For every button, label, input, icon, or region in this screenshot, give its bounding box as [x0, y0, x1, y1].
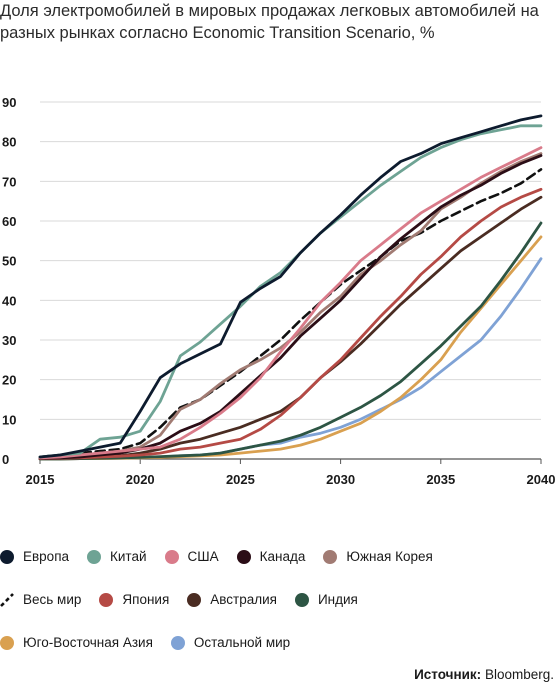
- series-line: [38, 154, 543, 460]
- legend-label: США: [187, 549, 219, 564]
- y-tick-label: 30: [2, 333, 16, 348]
- legend-item: Юго-Восточная Азия: [0, 635, 153, 650]
- legend-swatch: [0, 635, 14, 650]
- legend-swatch: [323, 549, 338, 564]
- source-value: Bloomberg.: [484, 667, 554, 682]
- x-tick-label: 2015: [26, 472, 55, 487]
- series-line: [38, 146, 543, 460]
- x-tick-label: 2025: [226, 472, 255, 487]
- source-label: Источник:: [414, 667, 482, 682]
- x-tick-label: 2030: [326, 472, 355, 487]
- series-line: [38, 187, 543, 460]
- series-line: [38, 221, 543, 461]
- legend-item: Австралия: [187, 592, 277, 607]
- legend-swatch: [0, 592, 14, 607]
- legend-label: Австралия: [210, 592, 277, 607]
- y-tick-label: 0: [2, 452, 9, 467]
- legend-label: Япония: [122, 592, 170, 607]
- legend-item: США: [164, 549, 219, 564]
- legend-item: Весь мир: [0, 592, 81, 607]
- legend-label: Остальной мир: [193, 635, 291, 650]
- chart-legend: Европа Китай США Канада Южная Корея Весь мир Я…: [0, 535, 560, 664]
- legend-label: Юго-Восточная Азия: [23, 635, 153, 650]
- y-tick-label: 70: [2, 174, 16, 189]
- y-tick-label: 60: [2, 214, 16, 229]
- legend-label: Южная Корея: [346, 549, 433, 564]
- y-tick-label: 90: [2, 95, 16, 110]
- x-tick-label: 2040: [527, 472, 556, 487]
- legend-swatch: [294, 592, 309, 607]
- legend-label: Китай: [110, 549, 147, 564]
- legend-label: Канада: [259, 549, 306, 564]
- y-tick-label: 20: [2, 373, 16, 388]
- y-tick-label: 10: [2, 412, 16, 427]
- legend-swatch: [0, 549, 14, 564]
- legend-swatch: [99, 592, 114, 607]
- y-tick-label: 80: [2, 135, 16, 150]
- legend-item: Европа: [0, 549, 69, 564]
- legend-item: Южная Корея: [323, 549, 433, 564]
- legend-row: Юго-Восточная Азия Остальной мир: [0, 621, 560, 664]
- y-tick-label: 50: [2, 254, 16, 269]
- y-tick-label: 40: [2, 293, 16, 308]
- legend-item: Остальной мир: [170, 635, 291, 650]
- chart-title: Доля электромобилей в мировых продажах л…: [0, 2, 539, 42]
- legend-item: Япония: [99, 592, 169, 607]
- legend-swatch: [170, 635, 185, 650]
- legend-label: Весь мир: [23, 592, 82, 607]
- legend-swatch: [87, 549, 102, 564]
- source-note: Источник: Bloomberg.: [414, 667, 554, 682]
- legend-item: Китай: [87, 549, 147, 564]
- legend-label: Европа: [23, 549, 70, 564]
- legend-item: Канада: [236, 549, 306, 564]
- legend-label: Индия: [317, 592, 358, 607]
- legend-item: Индия: [294, 592, 358, 607]
- legend-swatch: [187, 592, 202, 607]
- x-tick-label: 2020: [126, 472, 155, 487]
- x-tick-label: 2035: [426, 472, 455, 487]
- series-line: [38, 114, 543, 459]
- series-line: [38, 152, 543, 460]
- legend-swatch: [164, 549, 179, 564]
- series-line: [38, 257, 543, 461]
- legend-row: Европа Китай США Канада Южная Корея: [0, 535, 560, 578]
- series-line: [38, 168, 543, 459]
- legend-swatch: [236, 549, 251, 564]
- legend-row: Весь мир Япония Австралия Индия: [0, 578, 560, 621]
